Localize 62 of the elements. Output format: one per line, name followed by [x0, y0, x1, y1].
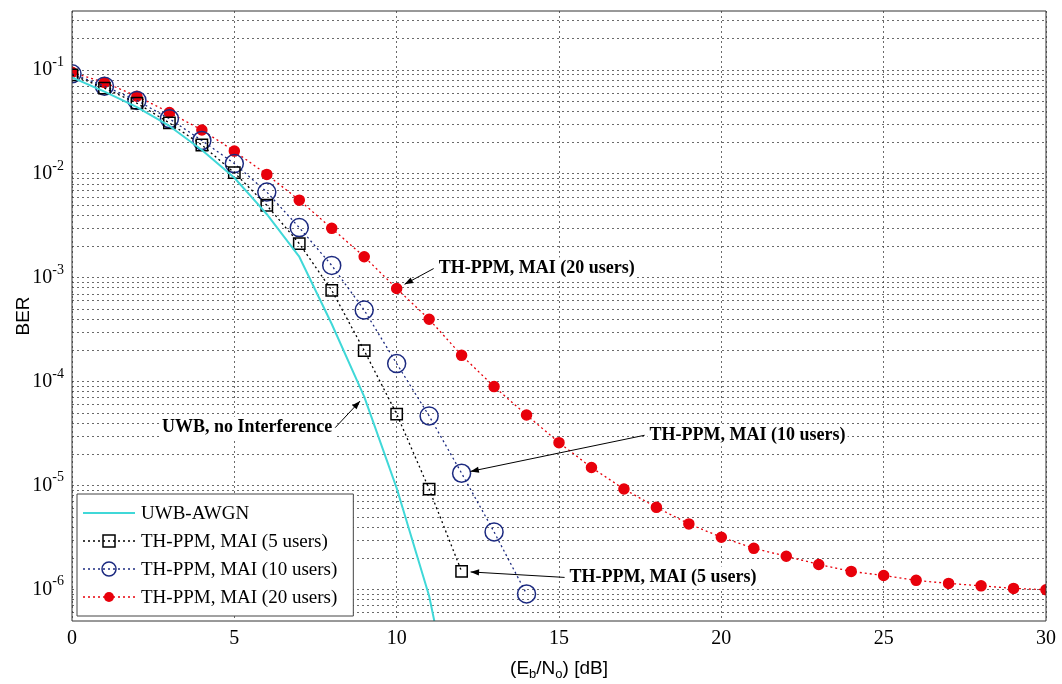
legend-label: TH-PPM, MAI (5 users)	[141, 529, 328, 552]
point	[224, 153, 245, 174]
point	[845, 565, 857, 578]
point	[650, 501, 663, 514]
point	[812, 558, 825, 571]
point	[422, 482, 436, 496]
x-tick-label: 0	[67, 626, 77, 649]
point	[910, 574, 922, 587]
point	[292, 237, 306, 250]
point	[386, 353, 407, 374]
point	[520, 409, 533, 421]
point	[321, 255, 342, 276]
point	[354, 300, 374, 320]
point	[423, 313, 435, 326]
point	[260, 198, 274, 212]
point	[159, 109, 180, 129]
point	[293, 194, 306, 206]
x-tick-label: 30	[1036, 626, 1056, 649]
point	[715, 531, 728, 543]
point	[325, 222, 338, 235]
point	[358, 250, 370, 263]
point	[1007, 582, 1020, 595]
point	[780, 550, 793, 562]
point	[261, 168, 273, 181]
point	[585, 461, 598, 474]
point	[227, 166, 241, 180]
x-tick-label: 20	[711, 626, 732, 649]
point	[683, 518, 695, 530]
annotation: TH-PPM, MAI (10 users)	[649, 423, 846, 445]
annotation: TH-PPM, MAI (20 users)	[438, 257, 635, 279]
point	[192, 130, 212, 151]
x-tick-label: 15	[549, 626, 569, 649]
point	[516, 584, 537, 604]
point	[357, 344, 371, 357]
y-axis-title: BER	[12, 296, 34, 336]
x-tick-label: 5	[229, 626, 240, 649]
point	[289, 217, 310, 238]
legend-label: TH-PPM, MAI (10 users)	[141, 557, 338, 580]
x-tick-label: 10	[386, 626, 407, 649]
annotation: TH-PPM, MAI (5 users)	[569, 566, 757, 588]
point	[484, 522, 504, 542]
point	[748, 542, 760, 555]
point	[488, 380, 500, 393]
point	[455, 565, 469, 578]
point	[553, 436, 565, 449]
point	[419, 406, 439, 426]
legend-label: UWB-AWGN	[141, 501, 250, 523]
point	[390, 282, 403, 295]
point	[975, 580, 987, 592]
point	[127, 90, 147, 111]
point	[877, 569, 890, 582]
point	[325, 283, 339, 297]
point	[455, 349, 468, 362]
point	[257, 182, 277, 202]
point	[94, 76, 115, 96]
x-tick-label: 25	[873, 626, 894, 649]
legend-label: TH-PPM, MAI (20 users)	[141, 585, 338, 608]
point	[942, 577, 955, 590]
point	[618, 483, 630, 495]
point	[451, 463, 472, 483]
point	[390, 407, 404, 421]
annotation: UWB, no Interference	[162, 416, 333, 437]
